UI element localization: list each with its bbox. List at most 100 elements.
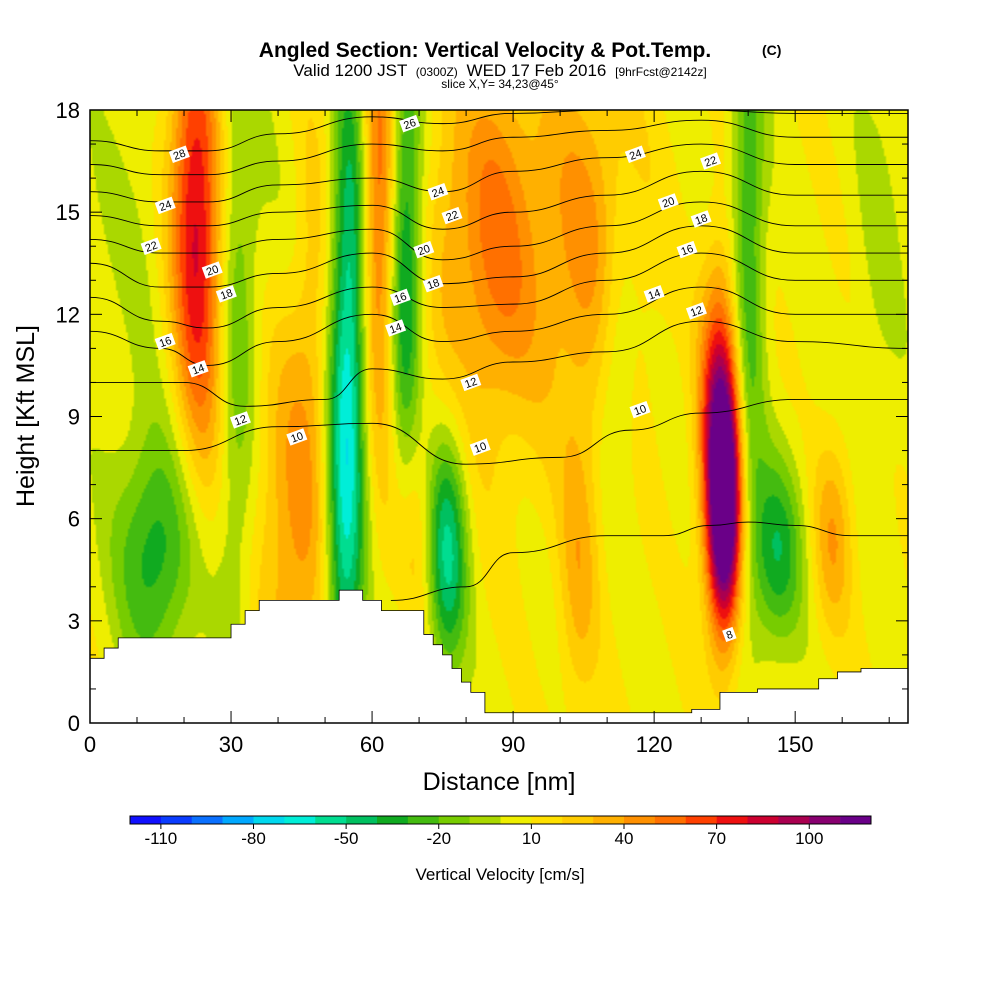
contour-label-text: 10 <box>473 440 489 455</box>
colorbar-tick-label: 10 <box>522 829 541 848</box>
contour-label-text: 10 <box>289 430 305 445</box>
subtitle-forecast: [9hrFcst@2142z] <box>615 65 707 79</box>
y-tick-label: 18 <box>56 98 80 123</box>
contour-label-bg <box>685 302 707 320</box>
contour-label-bg <box>676 240 698 259</box>
contour-label-text: 20 <box>661 195 677 210</box>
colorbar-swatch <box>469 816 501 824</box>
x-tick-label: 150 <box>777 732 814 757</box>
contour-label: 18 <box>422 274 444 293</box>
axis-ticks <box>89 109 908 724</box>
colorbar-swatch <box>160 816 193 824</box>
contour-label: 14 <box>187 360 209 378</box>
contour-label-bg <box>399 114 421 133</box>
y-tick-label: 6 <box>68 507 80 532</box>
colorbar-swatch <box>407 816 440 824</box>
colorbar-swatch <box>377 816 409 824</box>
contour-label: 12 <box>685 302 707 320</box>
x-axis-label: Distance [nm] <box>423 768 576 796</box>
contour-label-bg <box>140 237 162 255</box>
theta-contour-8 <box>390 521 908 601</box>
contour-label: 24 <box>624 145 646 163</box>
contour-label: 10 <box>629 400 651 419</box>
contour-label: 20 <box>201 261 223 279</box>
colorbar-swatch <box>809 816 841 824</box>
contour-label-text: 20 <box>205 263 221 278</box>
contour-label-bg <box>427 183 449 201</box>
theta-contour-20 <box>90 201 908 261</box>
colorbar-tick-label: -20 <box>426 829 451 848</box>
contour-label-bg <box>657 193 679 211</box>
colorbar-swatch <box>747 816 779 824</box>
contour-label-bg <box>201 261 223 279</box>
contour-label-text: 16 <box>393 291 409 306</box>
contour-label-bg <box>154 196 176 215</box>
contour-label: 18 <box>215 285 237 303</box>
contour-label: 20 <box>413 240 435 259</box>
subtitle-date: WED 17 Feb 2016 <box>467 61 607 80</box>
colorbar-swatch <box>593 816 625 824</box>
colorbar-tick-label: 70 <box>707 829 726 848</box>
contour-label-bg <box>643 285 665 303</box>
contour-label: 10 <box>286 428 308 446</box>
colorbar-swatch <box>253 816 285 824</box>
contour-label-bg <box>629 400 651 419</box>
contour-label: 16 <box>154 332 176 351</box>
contour-label-text: 26 <box>402 117 418 132</box>
y-tick-label: 9 <box>68 405 80 430</box>
x-tick-label: 60 <box>360 732 384 757</box>
colorbar-tick-label: 40 <box>615 829 634 848</box>
title-block: Angled Section: Vertical Velocity & Pot.… <box>259 39 782 91</box>
contour-label-bg <box>422 274 444 293</box>
x-tick-label: 30 <box>219 732 243 757</box>
y-tick-label: 12 <box>56 302 80 327</box>
theta-contour-16 <box>90 252 908 329</box>
contour-label-text: 20 <box>416 243 432 258</box>
contour-label-text: 18 <box>219 287 235 302</box>
colorbar-swatch <box>562 816 594 824</box>
axis-tick-labels: 0 30 60 90 120 150 0 3 6 9 12 15 18 <box>56 98 814 757</box>
colorbar-label: Vertical Velocity [cm/s] <box>415 865 584 884</box>
y-tick-label: 3 <box>68 609 80 634</box>
colorbar-swatch <box>284 816 316 824</box>
x-tick-label: 0 <box>84 732 96 757</box>
contour-label-text: 22 <box>144 239 160 254</box>
colorbar-swatch <box>500 816 532 824</box>
contour-label-text: 8 <box>725 629 735 642</box>
theta-contour-26 <box>90 119 908 176</box>
contour-label-text: 24 <box>430 185 446 200</box>
contour-label-bg <box>690 210 712 228</box>
colorbar-tick-labels: -110 -80 -50 -20 10 40 70 100 <box>144 829 823 848</box>
colorbar-swatch <box>654 816 687 824</box>
contour-label: 22 <box>700 152 722 170</box>
theta-contour-28 <box>90 110 908 152</box>
contour-label: 20 <box>657 193 679 211</box>
contour-label: 14 <box>385 319 407 337</box>
colorbar-frame <box>129 815 872 825</box>
colorbar-tick-label: -110 <box>144 829 177 848</box>
velocity-field <box>90 110 908 723</box>
contour-label-bg <box>413 240 435 259</box>
chart-subtitle: Valid 1200 JST (0300Z) WED 17 Feb 2016 [… <box>293 61 706 80</box>
contour-label-bg <box>460 373 482 392</box>
theta-contour-22 <box>90 170 908 230</box>
colorbar-swatch <box>346 816 378 824</box>
colorbar-swatch <box>840 816 872 824</box>
contour-label: 12 <box>229 411 251 429</box>
colorbar <box>129 815 872 829</box>
subtitle-valid: Valid 1200 JST <box>293 61 407 80</box>
contour-label: 28 <box>168 145 190 163</box>
contour-label: 16 <box>389 288 411 307</box>
contour-label: 10 <box>469 438 491 456</box>
contour-label-bg <box>215 285 237 303</box>
contour-label-bg <box>187 360 209 378</box>
contour-label-text: 22 <box>445 209 461 224</box>
theta-contour-10 <box>90 399 908 465</box>
colorbar-swatch <box>222 816 254 824</box>
theta-contour-12 <box>90 320 908 407</box>
contour-label-bg <box>385 319 407 337</box>
contour-label-text: 16 <box>158 335 174 350</box>
contour-label: 18 <box>690 210 712 228</box>
contour-label-bg <box>229 411 251 429</box>
